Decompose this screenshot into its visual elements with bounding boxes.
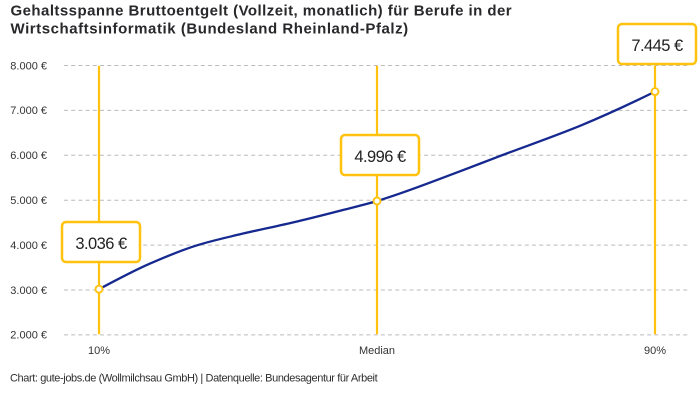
svg-text:Wirtschaftsinformatik (Bundesl: Wirtschaftsinformatik (Bundesland Rheinl… — [11, 20, 409, 37]
svg-text:7.000 €: 7.000 € — [10, 105, 47, 117]
svg-text:3.036 €: 3.036 € — [75, 235, 127, 253]
svg-text:10%: 10% — [88, 345, 110, 357]
svg-text:Chart: gute-jobs.de (Wollmilch: Chart: gute-jobs.de (Wollmilchsau GmbH) … — [10, 373, 378, 385]
svg-text:7.445 €: 7.445 € — [631, 37, 683, 55]
svg-text:5.000 €: 5.000 € — [10, 195, 47, 207]
svg-text:90%: 90% — [644, 345, 666, 357]
svg-text:2.000 €: 2.000 € — [10, 330, 47, 342]
svg-text:6.000 €: 6.000 € — [10, 150, 47, 162]
svg-text:4.000 €: 4.000 € — [10, 240, 47, 252]
svg-text:4.996 €: 4.996 € — [354, 148, 406, 166]
svg-text:3.000 €: 3.000 € — [10, 285, 47, 297]
svg-text:Median: Median — [359, 345, 395, 357]
svg-text:Gehaltsspanne Bruttoentgelt (V: Gehaltsspanne Bruttoentgelt (Vollzeit, m… — [11, 3, 513, 20]
svg-text:8.000 €: 8.000 € — [10, 60, 47, 72]
